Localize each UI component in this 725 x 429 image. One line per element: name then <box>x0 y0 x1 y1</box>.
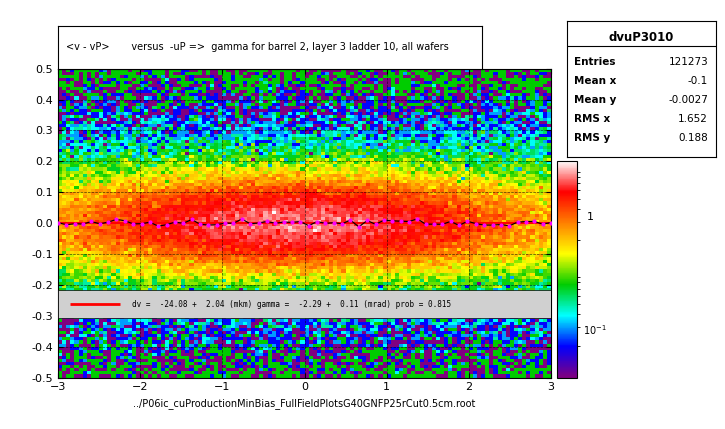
Point <box>69 221 80 227</box>
Point <box>228 220 239 227</box>
Point <box>294 218 306 225</box>
Text: Mean y: Mean y <box>574 95 617 105</box>
Text: Entries: Entries <box>574 57 616 67</box>
Point <box>370 221 381 228</box>
Point <box>236 215 248 222</box>
Point <box>253 220 265 227</box>
Point <box>303 222 315 229</box>
Point <box>529 218 540 225</box>
Point <box>453 222 465 229</box>
Point <box>169 219 181 226</box>
Point <box>119 218 130 224</box>
Point <box>545 219 557 226</box>
Point <box>278 219 289 226</box>
Point <box>144 219 156 226</box>
Point <box>353 224 365 230</box>
Text: RMS x: RMS x <box>574 114 610 124</box>
Text: 121273: 121273 <box>668 57 708 67</box>
Point <box>94 221 106 227</box>
Text: 1: 1 <box>587 212 594 222</box>
Point <box>428 221 440 228</box>
Point <box>462 218 473 225</box>
X-axis label: ../P06ic_cuProductionMinBias_FullFieldPlotsG40GNFP25rCut0.5cm.root: ../P06ic_cuProductionMinBias_FullFieldPl… <box>133 398 476 409</box>
Point <box>420 221 431 228</box>
Point <box>270 220 281 227</box>
Point <box>520 218 531 225</box>
Point <box>336 221 348 227</box>
Point <box>512 219 523 226</box>
Point <box>412 215 423 222</box>
Text: Mean x: Mean x <box>574 76 617 86</box>
Point <box>102 219 114 226</box>
Point <box>78 221 89 227</box>
Point <box>470 220 481 227</box>
Point <box>286 219 298 226</box>
Point <box>136 220 147 227</box>
Text: dv =  -24.08 +  2.04 (mkm) gamma =  -2.29 +  0.11 (mrad) prob = 0.815: dv = -24.08 + 2.04 (mkm) gamma = -2.29 +… <box>132 299 451 308</box>
Text: -0.1: -0.1 <box>688 76 708 86</box>
Point <box>436 221 448 228</box>
Point <box>161 221 173 228</box>
Point <box>186 216 197 223</box>
Point <box>361 217 373 224</box>
Bar <box>58 290 551 318</box>
Point <box>311 218 323 225</box>
Point <box>194 221 206 228</box>
Point <box>403 218 415 225</box>
Point <box>320 220 331 227</box>
Point <box>378 217 389 224</box>
Point <box>220 220 231 227</box>
Text: 0.188: 0.188 <box>679 133 708 143</box>
Text: <v - vP>       versus  -uP =>  gamma for barrel 2, layer 3 ladder 10, all wafers: <v - vP> versus -uP => gamma for barrel … <box>67 42 450 52</box>
Point <box>478 222 490 229</box>
Point <box>486 222 498 229</box>
Point <box>386 218 398 224</box>
Point <box>445 218 457 225</box>
Point <box>86 218 97 225</box>
Point <box>244 221 256 227</box>
Point <box>344 217 356 224</box>
Point <box>328 219 339 226</box>
Text: -0.0027: -0.0027 <box>668 95 708 105</box>
Point <box>395 218 407 225</box>
Text: RMS y: RMS y <box>574 133 610 143</box>
Point <box>178 220 189 227</box>
Point <box>536 221 548 228</box>
Point <box>52 219 64 226</box>
Text: dvuP3010: dvuP3010 <box>608 31 674 44</box>
Point <box>495 221 507 228</box>
Point <box>261 218 273 225</box>
Text: $10^{-1}$: $10^{-1}$ <box>583 323 607 337</box>
Point <box>503 222 515 229</box>
Point <box>211 221 223 228</box>
Text: 1.652: 1.652 <box>679 114 708 124</box>
Point <box>152 223 164 230</box>
Point <box>128 221 139 227</box>
Point <box>202 222 214 229</box>
Point <box>61 221 72 228</box>
Point <box>111 216 123 223</box>
